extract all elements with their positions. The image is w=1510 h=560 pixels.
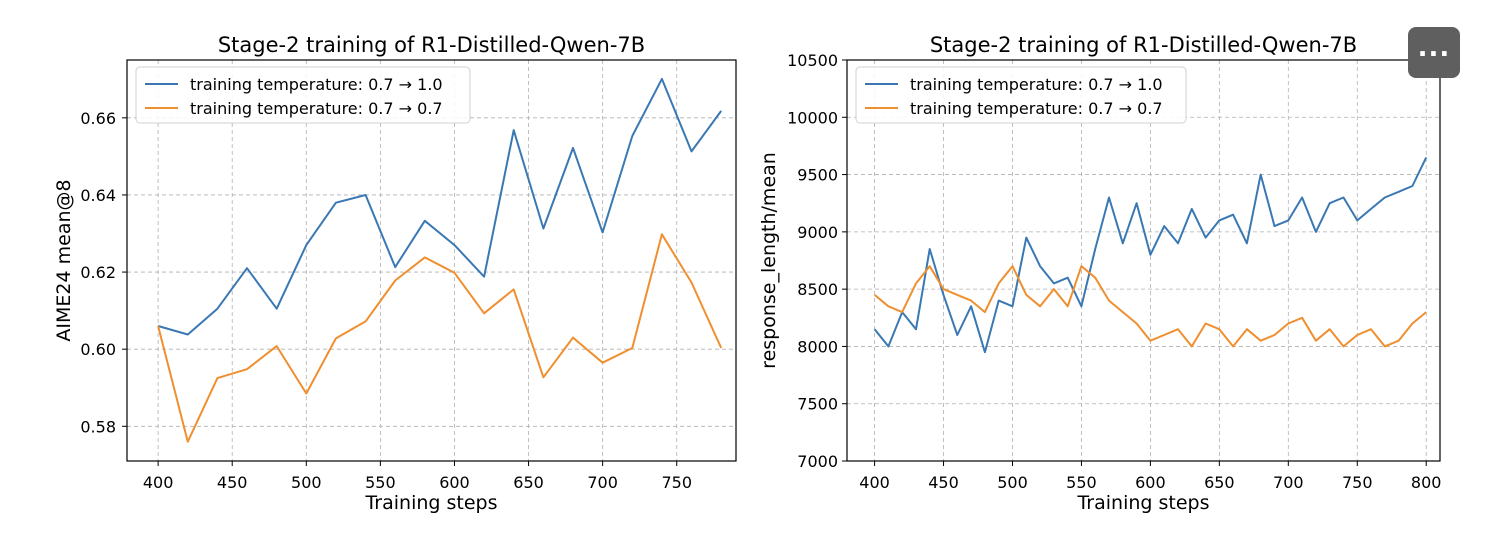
legend-label-1: training temperature: 0.7 → 1.0	[910, 75, 1163, 94]
chart-title: Stage-2 training of R1-Distilled-Qwen-7B	[218, 33, 645, 57]
plot-frame	[126, 59, 737, 462]
x-tick-label: 750	[661, 473, 692, 492]
y-tick-label: 9500	[797, 166, 838, 185]
more-horizontal-icon: ...	[1417, 32, 1451, 63]
gridlines	[127, 60, 736, 461]
y-tick-label: 0.64	[80, 186, 116, 205]
y-tick-label: 0.66	[80, 109, 116, 128]
x-tick-label: 450	[928, 473, 959, 492]
y-tick-label: 7000	[797, 452, 838, 471]
chart-title: Stage-2 training of R1-Distilled-Qwen-7B	[930, 33, 1357, 57]
right-plot: 400 450 500 550 600 650 700 750 800 7000 7500 8000 8…	[758, 33, 1441, 514]
legend: training temperature: 0.7 → 1.0 training …	[855, 66, 1187, 124]
y-tick-label: 7500	[797, 395, 838, 414]
legend-box	[135, 66, 471, 124]
plot-frame	[846, 59, 1441, 462]
y-tick-label: 0.60	[80, 340, 116, 359]
y-tick-label: 10000	[787, 108, 838, 127]
x-tick-label: 600	[439, 473, 470, 492]
x-tick-label: 650	[513, 473, 544, 492]
legend-label-2: training temperature: 0.7 → 0.7	[910, 99, 1163, 118]
x-tick-label: 450	[217, 473, 248, 492]
y-tick-label: 9000	[797, 223, 838, 242]
x-tick-label: 500	[291, 473, 322, 492]
legend-box	[855, 66, 1187, 124]
series-line-1	[873, 156, 1428, 354]
x-tick-label: 400	[859, 473, 890, 492]
x-tick-label: 600	[1135, 473, 1166, 492]
x-tick-label: 700	[1273, 473, 1304, 492]
x-tick-label: 400	[143, 473, 174, 492]
series-line-2	[873, 265, 1427, 348]
y-tick-label: 8000	[797, 337, 838, 356]
y-tick-label: 8500	[797, 280, 838, 299]
x-axis-label: Training steps	[364, 492, 497, 514]
y-tick-label: 10500	[787, 51, 838, 70]
x-tick-label: 700	[587, 473, 618, 492]
x-tick-label: 500	[997, 473, 1028, 492]
x-tick-label: 800	[1411, 473, 1442, 492]
y-tick-label: 0.62	[80, 263, 116, 282]
y-axis-label: AIME24 mean@8	[53, 179, 75, 341]
series-group	[873, 156, 1428, 354]
y-tick-label: 0.58	[80, 417, 116, 436]
x-tick-label: 650	[1204, 473, 1235, 492]
x-tick-label: 550	[1066, 473, 1097, 492]
legend-label-1: training temperature: 0.7 → 1.0	[190, 75, 443, 94]
legend-label-2: training temperature: 0.7 → 0.7	[190, 99, 443, 118]
series-line-2	[157, 233, 723, 443]
series-line-1	[157, 77, 723, 336]
y-axis-label: response_length/mean	[758, 152, 780, 369]
x-axis-label: Training steps	[1076, 492, 1209, 514]
series-group	[157, 77, 723, 443]
x-tick-label: 750	[1342, 473, 1373, 492]
left-plot: 400 450 500 550 600 650 700 750 0.58 0.60 0.62 0.64…	[53, 33, 737, 514]
gridlines	[847, 59, 1440, 462]
legend: training temperature: 0.7 → 1.0 training …	[135, 66, 471, 124]
x-tick-label: 550	[365, 473, 396, 492]
more-options-button[interactable]: ...	[1408, 27, 1460, 78]
